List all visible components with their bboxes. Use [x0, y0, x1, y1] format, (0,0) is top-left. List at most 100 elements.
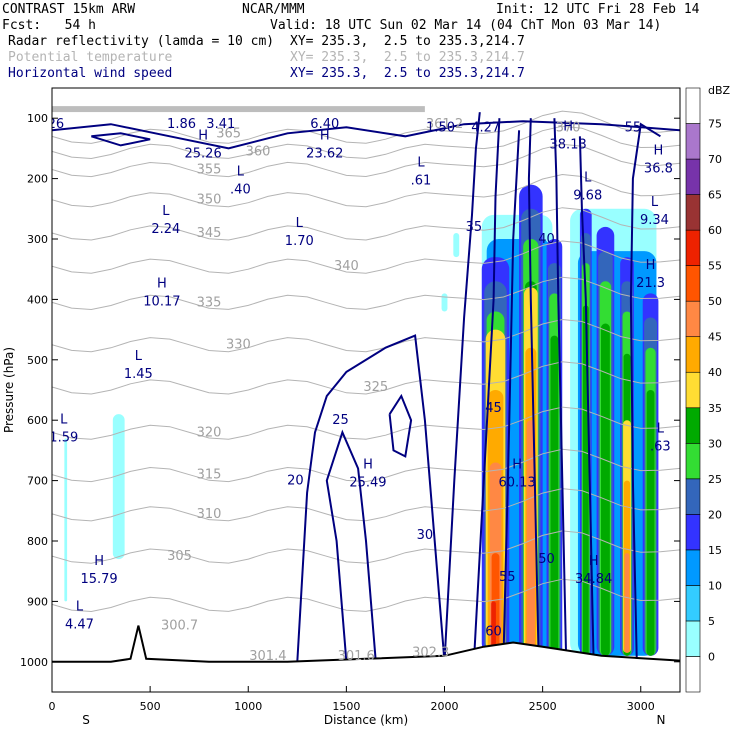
y-tick-label: 800 — [27, 535, 48, 548]
theta-label: 302.3 — [412, 646, 449, 661]
wind-isotach — [325, 429, 377, 662]
y-axis-title: Pressure (hPa) — [2, 347, 16, 433]
colorbar-label: 65 — [708, 189, 722, 202]
stratosphere-band — [52, 106, 425, 113]
high-marker: H — [654, 143, 664, 158]
colorbar-swatch — [685, 371, 701, 409]
model-title: CONTRAST 15km ARW — [2, 2, 136, 17]
plot-frame — [51, 87, 681, 693]
colorbar-label: 20 — [708, 508, 722, 521]
colorbar-swatch — [685, 229, 701, 266]
extremum-value: 15.79 — [80, 572, 117, 587]
x-tick-label: 2000 — [431, 700, 459, 713]
theta-isoline — [52, 240, 680, 274]
colorbar-swatch — [685, 442, 701, 480]
y-tick-label: 900 — [27, 595, 48, 608]
wind-label: 45 — [485, 401, 502, 416]
wind-isotach — [527, 118, 540, 662]
wind-isotach — [91, 132, 151, 147]
colorbar-swatch — [685, 656, 701, 693]
x-tick-label: 0 — [49, 700, 56, 713]
low-marker: L — [135, 349, 143, 364]
legend-wind-xy: XY= 235.3, 2.5 to 235.3,214.7 — [290, 66, 525, 81]
colorbar-label: 15 — [708, 544, 722, 557]
wind-isotach — [52, 120, 680, 150]
high-marker: H — [512, 458, 522, 473]
wind-label: 25 — [332, 413, 349, 428]
extremum-value: 9.68 — [573, 189, 602, 204]
y-tick-label: 200 — [27, 173, 48, 186]
low-marker: L — [651, 195, 659, 210]
high-marker: H — [198, 128, 208, 143]
extremum-value: 4.47 — [65, 618, 94, 633]
south-label: S — [82, 713, 90, 727]
extremum-value: 21.3 — [636, 276, 665, 291]
colorbar-swatch — [685, 585, 701, 622]
theta-label: 340 — [334, 259, 359, 274]
init-time: Init: 12 UTC Fri 28 Feb 14 — [496, 2, 700, 17]
colorbar-swatch — [685, 620, 701, 657]
colorbar-swatch — [685, 194, 701, 231]
y-tick-label: 600 — [27, 414, 48, 427]
extremum-value: 60.13 — [499, 476, 536, 491]
high-marker: H — [320, 128, 330, 143]
theta-isoline — [52, 110, 680, 144]
wind-label: 50 — [538, 552, 555, 567]
extremum-value: .63 — [650, 439, 671, 454]
y-tick-label: 500 — [27, 354, 48, 367]
reflectivity-cell — [646, 390, 655, 656]
theta-label: 361.2 — [426, 117, 463, 132]
low-marker: L — [76, 600, 84, 615]
theta-isoline — [52, 125, 680, 160]
y-tick-label: 100 — [27, 112, 48, 125]
high-marker: H — [563, 119, 573, 134]
forecast-hour: Fcst: 54 h — [2, 18, 96, 33]
high-marker: H — [589, 554, 599, 569]
legend-theta-name: Potential temperature — [8, 50, 173, 65]
wind-label: 30 — [417, 528, 434, 543]
extremum-value: 10.17 — [143, 294, 180, 309]
theta-label: 310 — [197, 507, 222, 522]
legend-reflectivity-name: Radar reflectivity (lamda = 10 cm) — [8, 34, 275, 49]
theta-isoline — [52, 406, 680, 440]
y-tick-label: 400 — [27, 293, 48, 306]
low-marker: L — [162, 204, 170, 219]
reflectivity-cell — [550, 335, 559, 656]
wind-isotach — [296, 334, 446, 662]
extremum-value: 34.84 — [575, 572, 612, 587]
wind-label: 26 — [48, 117, 65, 132]
high-marker: H — [94, 554, 104, 569]
theta-label: 365 — [216, 126, 241, 141]
theta-isoline — [52, 530, 680, 564]
theta-label: 301.4 — [249, 649, 286, 664]
colorbar-label: 40 — [708, 366, 722, 379]
wind-label: 3.41 — [206, 117, 235, 132]
legend-theta-xy: XY= 235.3, 2.5 to 235.3,214.7 — [290, 50, 525, 65]
theta-label: 300.7 — [161, 619, 198, 634]
reflectivity-cell — [441, 293, 448, 312]
y-tick-label: 1000 — [20, 656, 48, 669]
wind-label: 4.27 — [471, 120, 500, 135]
reflectivity-cell — [601, 323, 610, 656]
reflectivity-cell — [526, 420, 535, 653]
colorbar-label: 60 — [708, 224, 722, 237]
wind-label: 55 — [625, 120, 642, 135]
theta-isoline — [52, 578, 680, 613]
theta-label: 325 — [363, 380, 388, 395]
wind-label: 20 — [287, 474, 304, 489]
theta-label: 355 — [197, 163, 222, 178]
extremum-value: 1.45 — [124, 367, 153, 382]
x-tick-label: 500 — [140, 700, 161, 713]
high-marker: H — [157, 276, 167, 291]
valid-time: Valid: 18 UTC Sun 02 Mar 14 (04 ChT Mon … — [270, 18, 662, 33]
wind-label: 60 — [485, 625, 502, 640]
colorbar-swatch — [685, 265, 701, 302]
wind-isotach — [388, 393, 413, 458]
wind-isotach — [553, 118, 568, 662]
reflectivity-cell — [453, 232, 460, 258]
north-label: N — [657, 713, 666, 727]
extremum-value: 38.13 — [550, 137, 587, 152]
extremum-value: 9.34 — [640, 213, 669, 228]
extremum-value: 36.8 — [644, 161, 673, 176]
